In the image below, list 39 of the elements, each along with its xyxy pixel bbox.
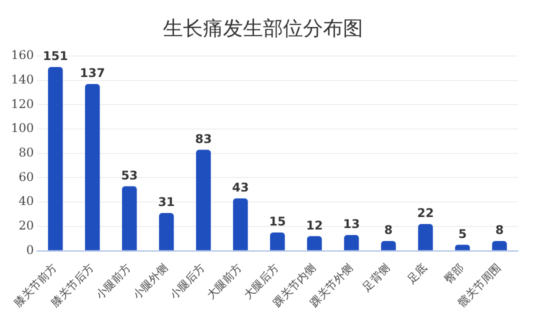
bar bbox=[48, 66, 63, 250]
bar bbox=[307, 236, 322, 250]
y-tick-label: 40 bbox=[18, 194, 34, 208]
data-label: 31 bbox=[158, 195, 175, 210]
data-label: 13 bbox=[343, 217, 360, 232]
data-label: 43 bbox=[232, 180, 249, 195]
y-tick-label: 60 bbox=[18, 170, 34, 184]
bar bbox=[159, 213, 174, 250]
data-label: 151 bbox=[42, 49, 68, 64]
data-label: 22 bbox=[417, 206, 434, 220]
data-label: 137 bbox=[80, 66, 105, 80]
y-tick-label: 0 bbox=[26, 242, 34, 257]
data-label: 8 bbox=[495, 223, 504, 238]
data-label: 12 bbox=[306, 218, 323, 232]
y-tick-label: 20 bbox=[18, 218, 34, 233]
bar bbox=[270, 232, 285, 250]
y-tick-label: 160 bbox=[11, 48, 34, 62]
bar bbox=[122, 186, 137, 250]
bar bbox=[418, 224, 433, 250]
data-label: 5 bbox=[458, 226, 467, 241]
data-label: 8 bbox=[384, 223, 393, 238]
chart-title: 生长痛发生部位分布图 bbox=[163, 16, 363, 40]
data-label: 15 bbox=[269, 214, 286, 229]
data-label: 53 bbox=[121, 168, 138, 182]
y-tick-label: 100 bbox=[11, 121, 34, 136]
x-tick-label: 足底 bbox=[404, 261, 430, 286]
bar bbox=[344, 234, 359, 250]
x-tick-label: 足背侧 bbox=[360, 261, 393, 294]
x-tick-label: 臀部 bbox=[442, 261, 467, 286]
y-tick-label: 120 bbox=[11, 96, 34, 111]
bar bbox=[455, 244, 470, 250]
bar bbox=[85, 84, 100, 250]
data-label: 83 bbox=[195, 132, 212, 146]
y-tick-label: 80 bbox=[18, 146, 34, 160]
y-tick-label: 140 bbox=[11, 72, 34, 86]
bar bbox=[233, 198, 248, 250]
bar bbox=[381, 241, 396, 250]
bar bbox=[196, 150, 211, 250]
bar bbox=[492, 241, 507, 250]
